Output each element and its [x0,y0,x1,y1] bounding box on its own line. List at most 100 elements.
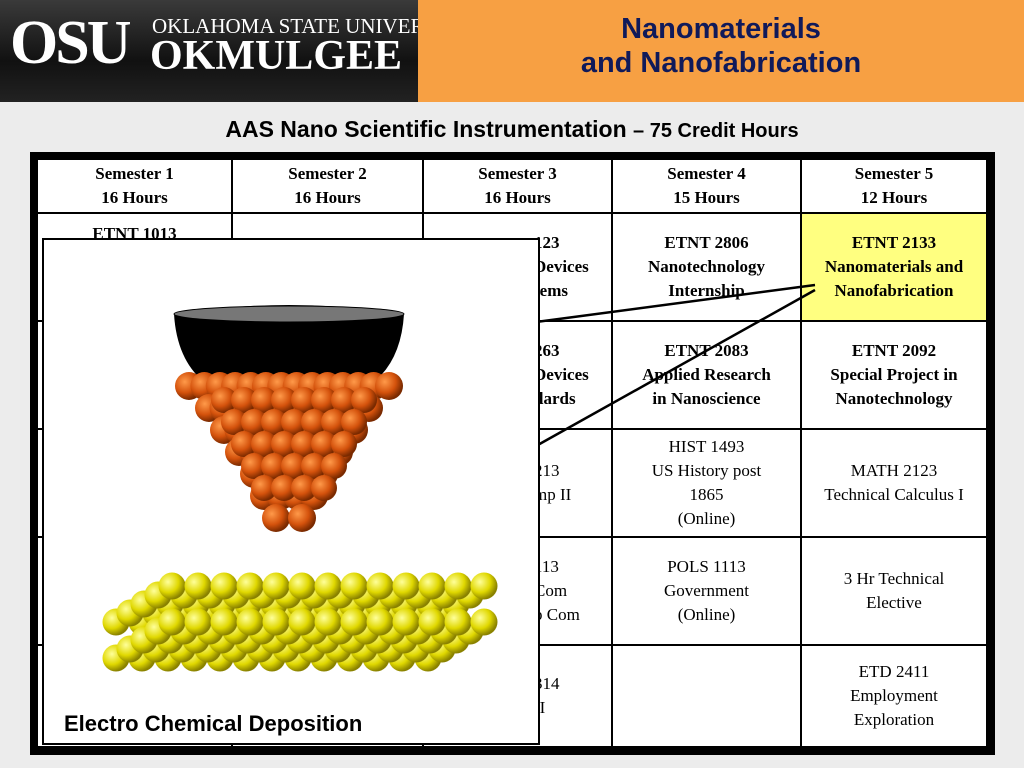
table-cell: ETNT 2092 Special Project in Nanotechnolog… [802,322,986,428]
sphere [251,431,277,457]
sphere [470,572,498,600]
logo: OSU OKLAHOMA STATE UNIVERSITY OKMULGEE [0,0,471,102]
sphere [392,572,420,600]
header-band [418,0,1024,102]
sphere [375,372,403,400]
cell-line: 263 [534,341,560,360]
slide-title: Nanomaterials and Nanofabrication [418,12,1024,80]
sphere [444,608,472,636]
sphere [301,409,327,435]
sphere [262,572,290,600]
cell-line: (Online) [677,509,736,528]
electrode-rim [173,305,405,323]
title-line: Nanomaterials [621,13,821,45]
sphere [314,608,342,636]
cell-line: Exploration [853,710,935,729]
sphere [184,608,212,636]
cell-line: Devices [534,365,589,384]
sphere [251,475,277,501]
sphere [288,608,316,636]
cell-line: ETNT 2806 [664,233,749,252]
sphere [262,504,290,532]
table-cell: ETD 2411 Employment Exploration [802,646,986,746]
cell-line: (Online) [677,605,736,624]
sphere [366,572,394,600]
table-cell: MATH 2123 Technical Calculus I [802,430,986,536]
table-cell [613,646,800,746]
cell-line: Semester 2 [288,164,367,183]
cell-line: Semester 5 [854,164,934,183]
sphere [288,572,316,600]
cell-line: Nanomaterials and [824,257,964,276]
cell-line: 16 Hours [484,188,551,207]
sphere [311,475,337,501]
sphere [311,431,337,457]
sphere [291,431,317,457]
sphere [418,608,446,636]
sphere [291,475,317,501]
table-cell: 3 Hr Technical Elective [802,538,986,644]
sphere [261,453,287,479]
cell-line: Com [534,581,568,600]
sphere [221,409,247,435]
illustration [102,305,498,672]
table-cell: Semester 3 16 Hours [424,160,611,212]
table-cell: Semester 2 16 Hours [233,160,422,212]
cell-line: Semester 1 [95,164,174,183]
sphere [281,453,307,479]
sphere [271,475,297,501]
cell-line: 16 Hours [294,188,361,207]
cell-line: Special Project in [830,365,958,384]
figure-caption: Electro Chemical Deposition [64,711,363,736]
cell-line: Nanotechnology [835,389,953,408]
table-cell: ETNT 2133 Nanomaterials and Nanofabricatio… [802,214,986,320]
cell-line: 113 [534,557,559,576]
cell-line: MATH 2123 [850,461,938,480]
cell-line: Elective [866,593,922,612]
cell-line: ETNT 2133 [851,233,937,252]
sphere [418,572,446,600]
table-cell: POLS 1113 Government (Online) [613,538,800,644]
sphere [241,453,267,479]
cell-line: ETNT 2092 [851,341,937,360]
cell-line: Devices [534,257,589,276]
cell-line: tems [534,281,568,300]
sphere [281,409,307,435]
sphere [236,572,264,600]
connector [535,283,816,324]
sphere [291,387,317,413]
sphere [158,572,186,600]
sphere [321,409,347,435]
cell-line: Nanofabrication [834,281,954,300]
sphere [236,608,264,636]
sphere [261,409,287,435]
logo-campus: OKMULGEE [150,33,403,79]
sphere [341,409,367,435]
cell-line: US History post [651,461,762,480]
sphere [231,387,257,413]
cell-line: p Com [534,605,580,624]
table-cell: ETNT 2806 Nanotechnology Internship [613,214,800,320]
sphere [392,608,420,636]
cell-line: 123 [534,233,560,252]
sphere [321,453,347,479]
cell-line: Employment [850,686,938,705]
cell-line: mp II [534,485,572,504]
subtitle-main: AAS Nano Scientific Instrumentation [225,116,627,142]
sphere [351,387,377,413]
table-cell: Semester 5 12 Hours [802,160,986,212]
sphere [340,572,368,600]
cell-line: 3 Hr Technical [843,569,945,588]
cell-line: 1865 [689,485,724,504]
subtitle: AAS Nano Scientific Instrumentation – 75… [0,116,1024,143]
sphere [211,387,237,413]
cell-line: Semester 4 [667,164,746,183]
figure: Electro Chemical Deposition [42,238,540,745]
logo-abbr: OSU [10,9,131,77]
sphere [470,608,498,636]
connector [535,288,816,448]
sphere [301,453,327,479]
sphere [366,608,394,636]
